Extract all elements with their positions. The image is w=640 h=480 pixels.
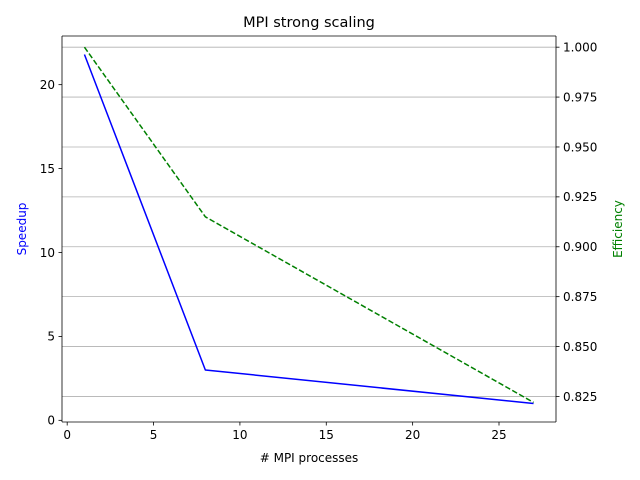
axes-layer: 0 5 10 15 20 25 0 5 10 15 20 0.825 0.850 0.875 0.900 0.…	[40, 35, 597, 442]
chart-title: MPI strong scaling	[243, 15, 375, 31]
x-tick-label: 15	[319, 428, 334, 442]
x-tick-label: 0	[63, 428, 71, 442]
right-y-tick-label: 0.975	[563, 90, 597, 104]
efficiency-line	[83, 46, 534, 404]
right-y-tick-label: 0.900	[563, 240, 597, 254]
left-y-tick-label: 10	[40, 246, 55, 260]
right-y-tick-label: 0.950	[563, 140, 597, 154]
x-tick-label: 20	[405, 428, 420, 442]
right-y-tick-label: 0.875	[563, 290, 597, 304]
x-tick-label: 25	[491, 428, 506, 442]
left-y-tick-label: 15	[40, 162, 55, 176]
grid-layer	[62, 46, 556, 397]
x-tick-label: 5	[150, 428, 158, 442]
left-y-tick-label: 0	[47, 414, 55, 428]
left-y-tick-label: 5	[47, 330, 55, 344]
left-y-axis-label: Speedup	[15, 203, 29, 256]
right-y-tick-label: 0.925	[563, 190, 597, 204]
right-y-tick-label: 1.000	[563, 40, 597, 54]
x-axis-label: # MPI processes	[260, 451, 359, 465]
left-y-tick-label: 20	[40, 78, 55, 92]
series-layer	[83, 46, 534, 405]
right-y-axis-label: Efficiency	[611, 200, 625, 258]
right-y-tick-label: 0.850	[563, 340, 597, 354]
right-y-tick-label: 0.825	[563, 390, 597, 404]
speedup-line	[83, 54, 534, 405]
x-tick-label: 10	[232, 428, 247, 442]
